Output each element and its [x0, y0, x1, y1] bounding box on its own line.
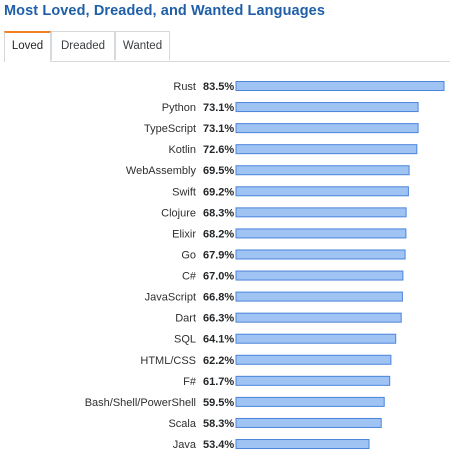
tab-dreaded[interactable]: Dreaded	[51, 31, 115, 60]
category-label: SQL	[174, 334, 196, 346]
category-label: HTML/CSS	[140, 355, 196, 367]
bar	[235, 81, 445, 91]
value-label: 72.6%	[203, 144, 234, 156]
bar	[235, 354, 392, 365]
value-label: 68.3%	[203, 207, 234, 219]
bar	[235, 249, 406, 260]
bar	[235, 123, 419, 134]
bar	[235, 439, 370, 450]
category-label: Java	[173, 439, 197, 451]
bar	[235, 291, 403, 302]
bar	[235, 165, 410, 176]
bar	[235, 228, 407, 239]
category-label: Clojure	[161, 207, 196, 219]
category-label: Kotlin	[168, 144, 196, 156]
category-label: Elixir	[172, 228, 196, 240]
bar	[235, 270, 404, 281]
value-label: 67.9%	[203, 249, 234, 261]
value-label: 68.2%	[203, 228, 234, 240]
value-label: 53.4%	[203, 439, 234, 451]
tab-bar: Loved Dreaded Wanted	[4, 31, 450, 62]
category-label: Rust	[173, 81, 196, 93]
value-label: 66.3%	[203, 313, 234, 325]
bar	[235, 417, 382, 428]
category-label: WebAssembly	[126, 165, 197, 177]
category-label: F#	[183, 376, 197, 388]
bar	[235, 333, 397, 344]
chart-title: Most Loved, Dreaded, and Wanted Language…	[4, 3, 325, 19]
value-label: 73.1%	[203, 123, 234, 135]
value-label: 62.2%	[203, 355, 234, 367]
value-label: 67.0%	[203, 271, 234, 283]
value-label: 66.8%	[203, 292, 234, 304]
category-label: Go	[181, 249, 196, 261]
bar	[235, 186, 409, 197]
bar	[235, 102, 419, 113]
value-label: 64.1%	[203, 334, 234, 346]
value-label: 59.5%	[203, 397, 234, 409]
category-label: Bash/Shell/PowerShell	[85, 397, 196, 409]
value-label: 73.1%	[203, 102, 234, 114]
category-label: JavaScript	[145, 292, 196, 304]
bar	[235, 207, 407, 218]
bar	[235, 312, 402, 323]
category-label: Scala	[168, 418, 196, 430]
value-label: 61.7%	[203, 376, 234, 388]
value-label: 83.5%	[203, 81, 234, 93]
category-label: Python	[162, 102, 196, 114]
value-label: 69.5%	[203, 165, 234, 177]
category-label: C#	[182, 271, 197, 283]
tab-loved[interactable]: Loved	[4, 31, 51, 62]
category-label: TypeScript	[144, 123, 196, 135]
category-label: Swift	[172, 186, 196, 198]
value-label: 69.2%	[203, 186, 234, 198]
bar	[235, 375, 391, 386]
category-label: Dart	[175, 313, 196, 325]
bar	[235, 144, 418, 155]
value-label: 58.3%	[203, 418, 234, 430]
bar	[235, 396, 385, 407]
tab-wanted[interactable]: Wanted	[115, 31, 170, 60]
